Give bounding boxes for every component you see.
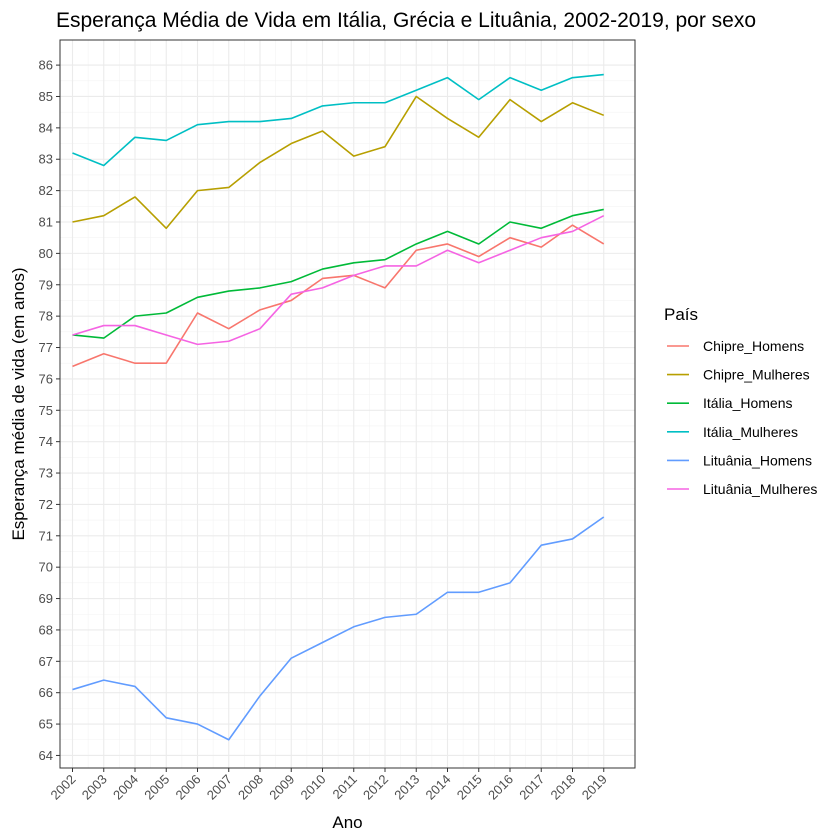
y-axis-title: Esperança média de vida (em anos) — [9, 267, 28, 540]
series-lines — [72, 73, 605, 741]
x-tick-label: 2008 — [235, 772, 266, 803]
y-tick-label: 77 — [39, 340, 53, 355]
x-tick-label: 2005 — [141, 772, 172, 803]
y-tick-label: 65 — [39, 717, 53, 732]
x-tick-label: 2017 — [516, 772, 547, 803]
legend-label-4: Lituânia_Homens — [703, 452, 812, 468]
y-tick-label: 84 — [39, 120, 53, 135]
x-tick-label: 2010 — [298, 772, 329, 803]
y-tick-label: 72 — [39, 497, 53, 512]
y-tick-label: 70 — [39, 560, 53, 575]
x-tick-label: 2002 — [48, 772, 79, 803]
x-tick-label: 2006 — [173, 772, 204, 803]
legend-label-2: Itália_Homens — [703, 395, 793, 411]
y-tick-label: 66 — [39, 685, 53, 700]
y-tick-label: 82 — [39, 183, 53, 198]
y-tick-label: 86 — [39, 58, 53, 73]
y-tick-label: 79 — [39, 277, 53, 292]
x-tick-label: 2019 — [579, 772, 610, 803]
legend-title: País — [664, 305, 698, 324]
y-tick-label: 78 — [39, 309, 53, 324]
x-tick-label: 2015 — [454, 772, 485, 803]
legend-label-1: Chipre_Mulheres — [703, 367, 810, 383]
grid — [60, 40, 635, 768]
y-axis: 64 65 66 67 68 69 70 71 72 73 74 75 76 77 78 79 80 81 82 83… — [39, 58, 60, 763]
y-tick-label: 67 — [39, 654, 53, 669]
y-tick-label: 73 — [39, 466, 53, 481]
y-tick-label: 69 — [39, 591, 53, 606]
legend-label-0: Chipre_Homens — [703, 338, 804, 354]
x-tick-label: 2013 — [391, 772, 422, 803]
x-tick-label: 2004 — [110, 772, 141, 803]
y-tick-label: 81 — [39, 215, 53, 230]
y-tick-label: 68 — [39, 622, 53, 637]
series-line-1 — [72, 95, 605, 230]
series-line-3 — [72, 73, 604, 167]
x-tick-label: 2007 — [204, 772, 235, 803]
y-tick-label: 75 — [39, 403, 53, 418]
series-line-2 — [72, 208, 604, 339]
legend-label-5: Lituânia_Mulheres — [703, 481, 817, 497]
y-tick-label: 76 — [39, 371, 53, 386]
chart-title: Esperança Média de Vida em Itália, Gréci… — [56, 9, 756, 32]
y-tick-label: 71 — [39, 528, 53, 543]
y-tick-label: 64 — [39, 748, 53, 763]
y-tick-label: 80 — [39, 246, 53, 261]
x-tick-label: 2012 — [360, 772, 391, 803]
x-tick-label: 2014 — [423, 772, 454, 803]
x-tick-label: 2011 — [329, 772, 359, 802]
x-tick-label: 2009 — [266, 772, 297, 803]
x-tick-label: 2018 — [548, 772, 579, 803]
legend: País Chipre_Homens Chipre_Mulheres Itália_… — [664, 305, 817, 497]
x-tick-label: 2003 — [79, 772, 110, 803]
y-tick-label: 85 — [39, 89, 53, 104]
x-tick-label: 2016 — [485, 772, 516, 803]
y-tick-label: 83 — [39, 152, 53, 167]
x-axis-title: Ano — [332, 813, 362, 832]
x-axis: 2002 2003 2004 2005 2006 2007 2008 2009 2010 2011… — [48, 768, 610, 803]
panel-border — [59, 39, 636, 769]
series-line-4 — [72, 516, 605, 741]
series-line-5 — [72, 215, 605, 346]
series-line-0 — [72, 224, 605, 368]
y-tick-label: 74 — [39, 434, 53, 449]
legend-label-3: Itália_Mulheres — [703, 424, 798, 440]
